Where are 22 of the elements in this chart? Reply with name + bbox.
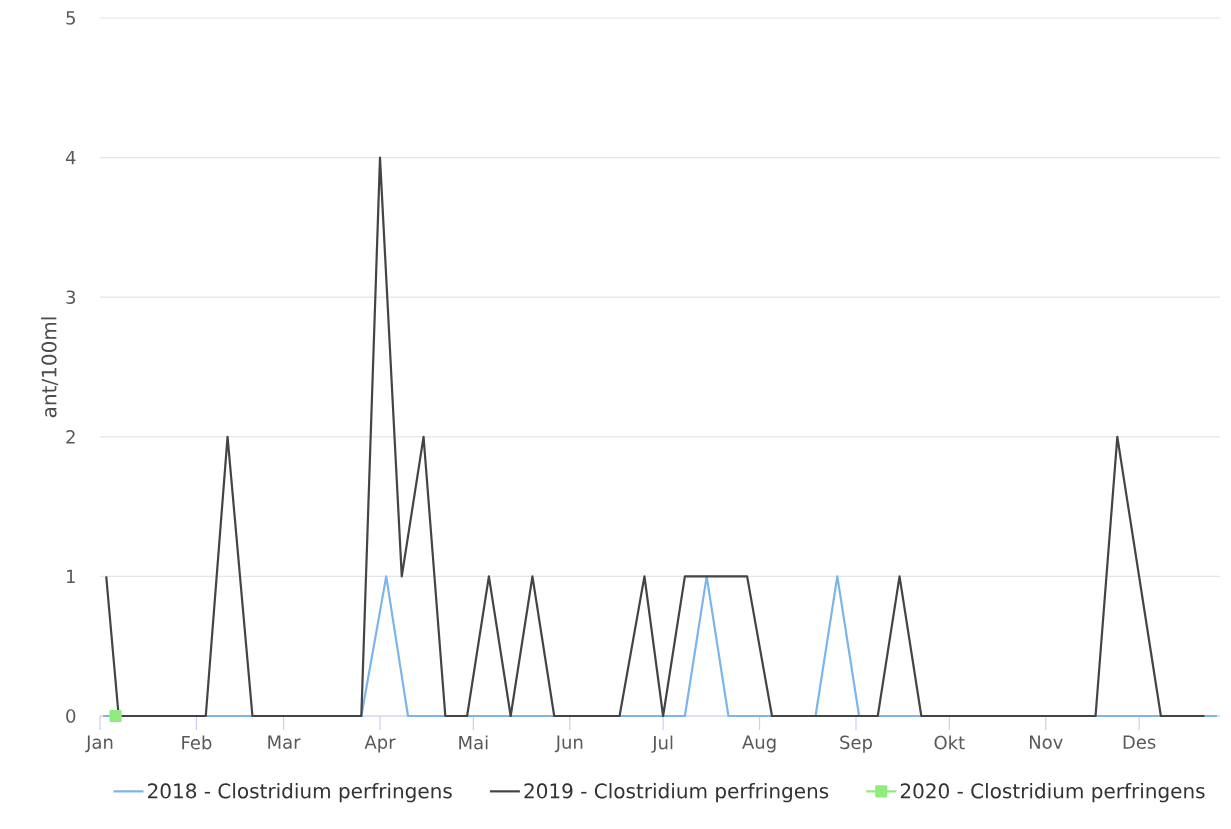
x-tick-label: Jun [554,735,583,753]
y-tick-label: 4 [65,151,76,165]
x-tick-label: Des [1123,735,1156,749]
x-tick-label: Feb [182,735,212,750]
x-tick-label: Jul [651,735,673,753]
legend-label: 2018 - Clostridium perfringens [148,782,452,803]
x-tick-label: Mar [268,735,301,749]
x-tick-label: Apr [364,735,396,753]
x-tick-label: Sep [840,735,872,753]
legend-label: 2020 - Clostridium perfringens [900,782,1205,803]
y-tick-label: 5 [66,11,75,25]
x-tick-label: Okt [934,735,965,750]
x-tick-label: Nov [1029,735,1063,749]
y-tick-label: 0 [66,709,76,723]
legend-label: 2019 - Clostridium perfringens [524,782,829,803]
x-tick-label: Jan [85,735,113,753]
y-tick-label: 2 [66,430,75,444]
y-axis-title: ant/100ml [41,317,59,418]
y-tick-label: 3 [66,290,76,304]
y-tick-label: 1 [67,569,75,583]
x-tick-label: Mai [459,735,488,750]
x-tick-label: Aug [742,735,776,753]
